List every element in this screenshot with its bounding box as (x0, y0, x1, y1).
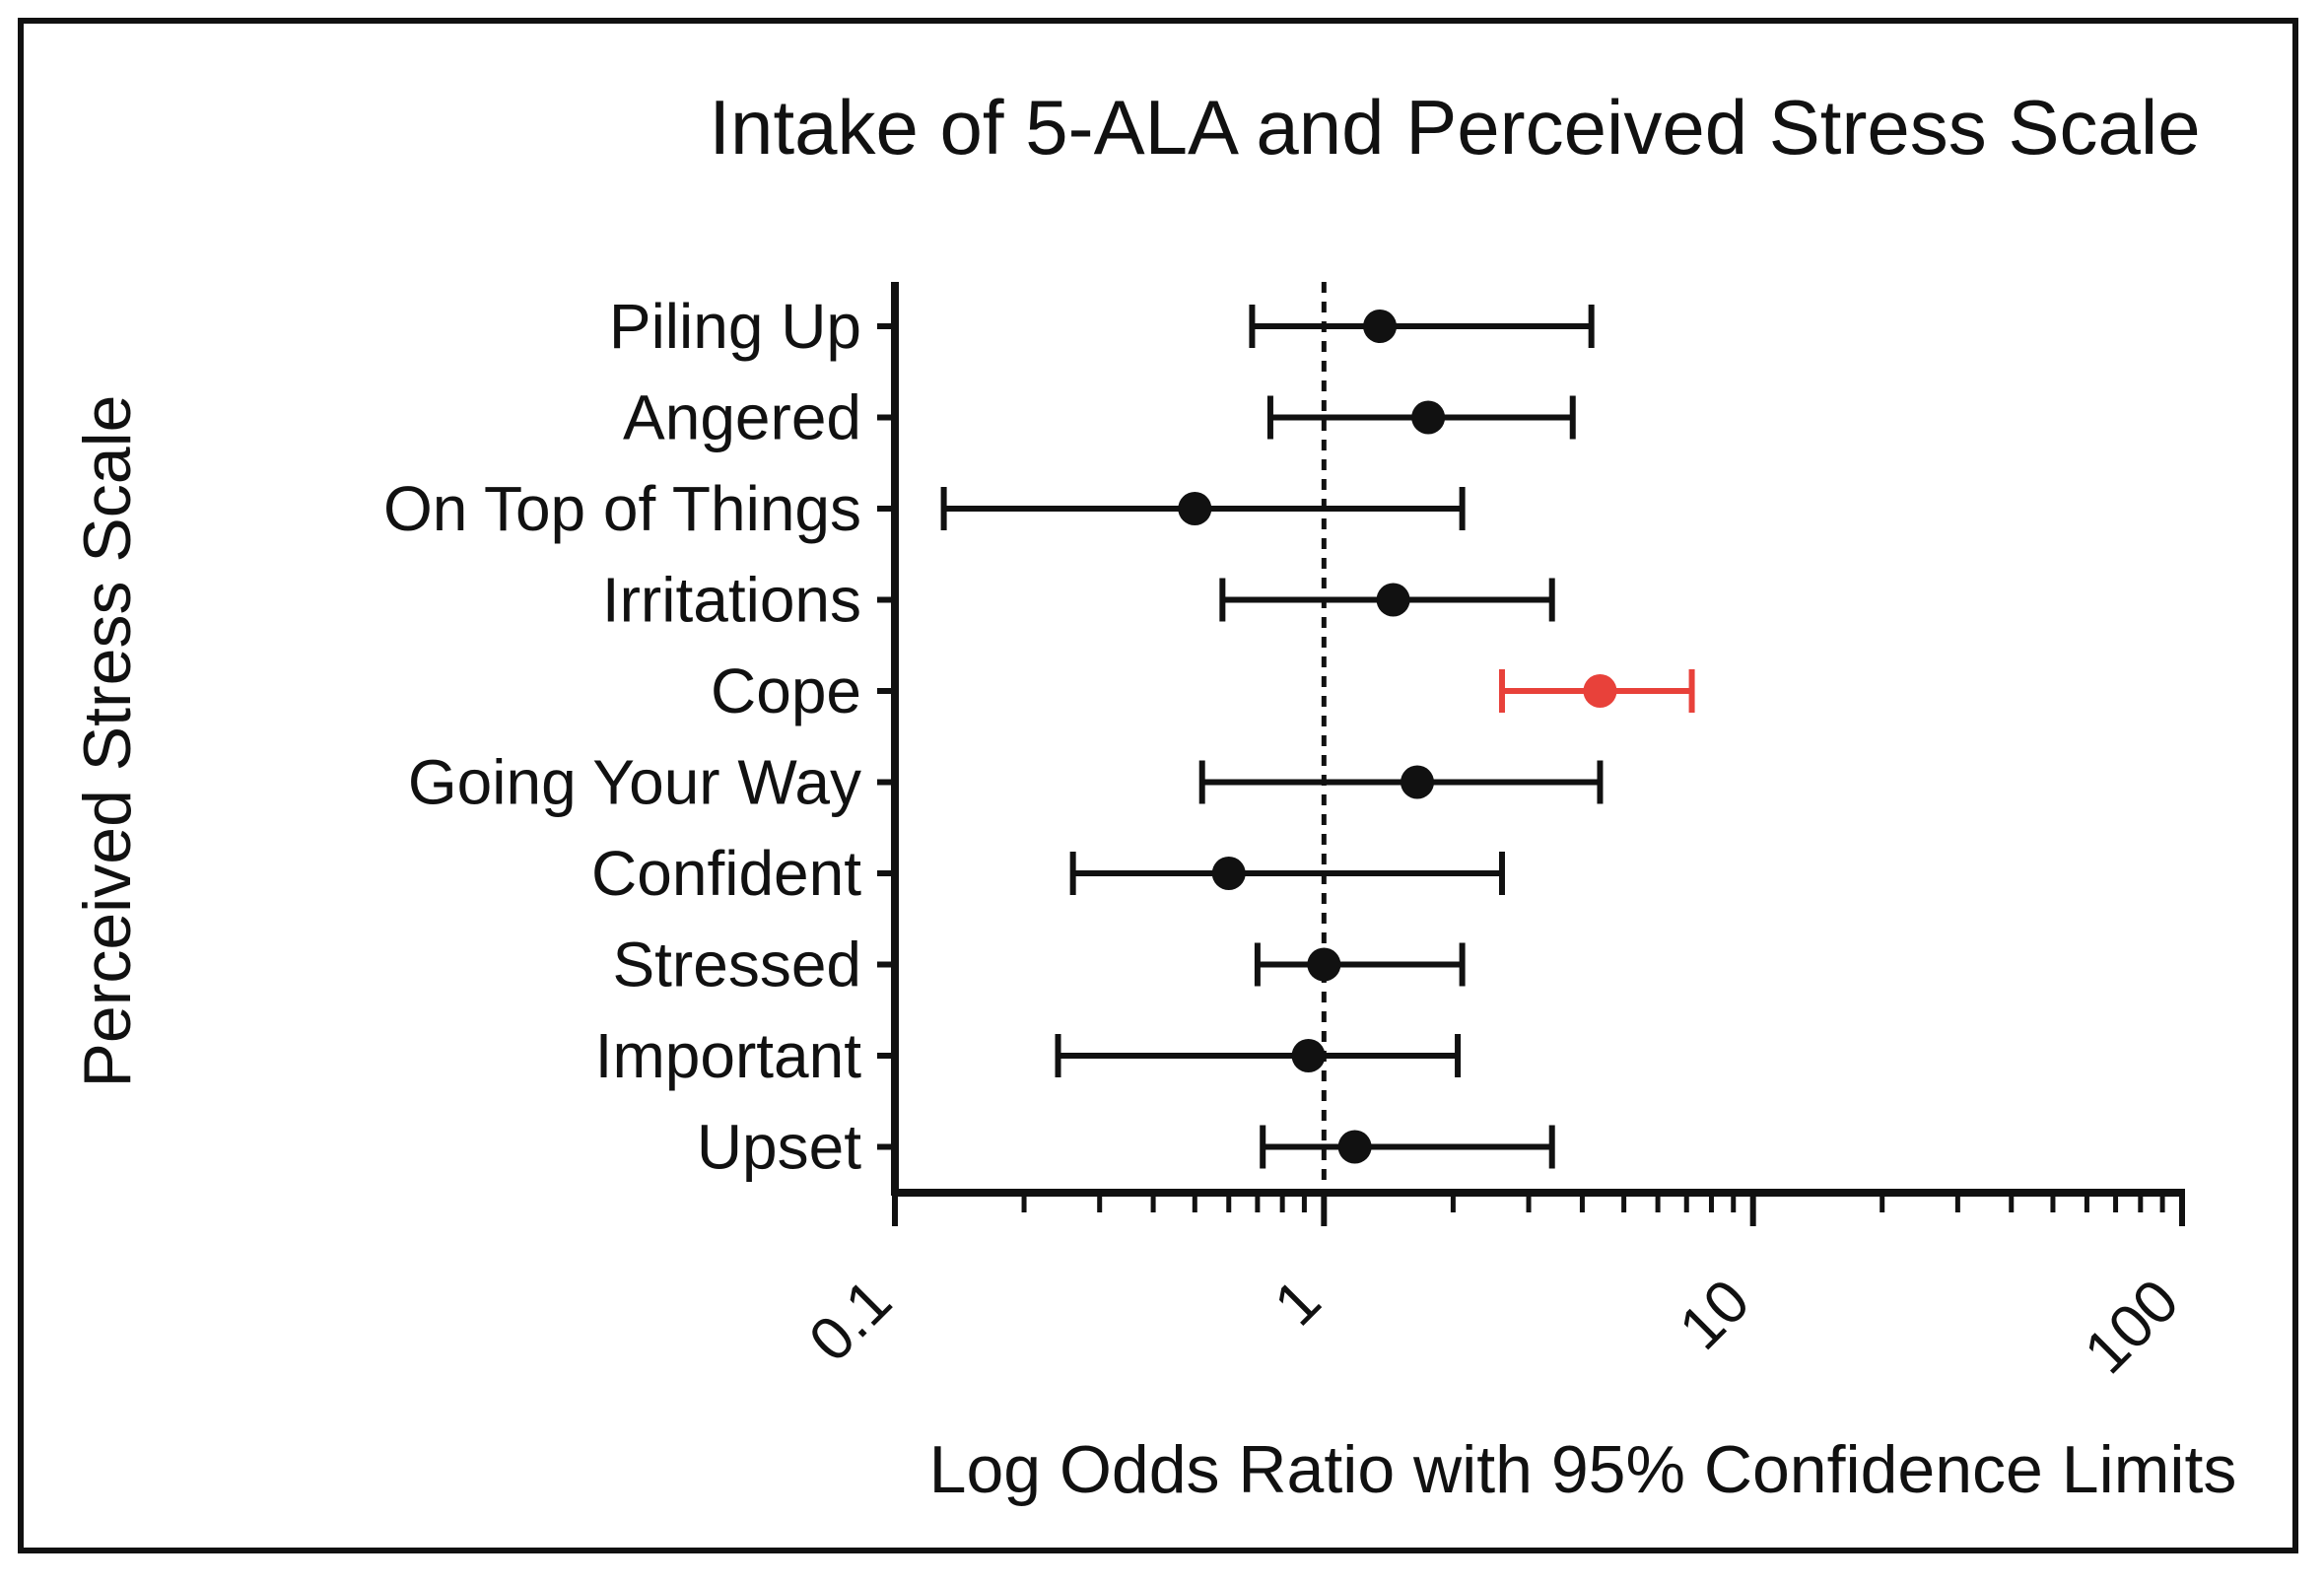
forest-row: On Top of Things (383, 473, 1466, 544)
forest-row: Stressed (612, 930, 1466, 1000)
x-tick-labels: 0.1 1 10 100 (796, 1267, 2192, 1387)
row-label: Confident (591, 838, 861, 909)
chart-frame: Intake of 5-ALA and Perceived Stress Sca… (18, 18, 2298, 1553)
x-tick-label: 100 (2072, 1267, 2192, 1387)
estimate-point (1376, 583, 1410, 617)
row-label: Piling Up (609, 291, 861, 362)
forest-row: Piling Up (609, 291, 1595, 362)
forest-row: Going Your Way (408, 747, 1604, 818)
row-label: Going Your Way (408, 747, 861, 818)
chart-title: Intake of 5-ALA and Perceived Stress Sca… (709, 84, 2200, 171)
row-label: Stressed (612, 930, 861, 1000)
x-tick-label: 10 (1667, 1267, 1763, 1363)
forest-row: Upset (697, 1112, 1555, 1183)
forest-row: Confident (591, 838, 1505, 909)
estimate-point (1363, 310, 1398, 343)
estimate-point (1337, 1130, 1372, 1164)
x-axis-label: Log Odds Ratio with 95% Confidence Limit… (929, 1432, 2237, 1507)
row-label: On Top of Things (383, 473, 861, 544)
estimate-point (1583, 674, 1617, 708)
row-label: Irritations (602, 565, 861, 636)
forest-plot: Intake of 5-ALA and Perceived Stress Sca… (70, 84, 2237, 1507)
estimate-point (1411, 400, 1446, 435)
forest-row: Angered (623, 382, 1576, 453)
forest-row: Cope (711, 655, 1695, 726)
y-axis-label: Perceived Stress Scale (70, 395, 145, 1088)
axes (891, 282, 2185, 1226)
forest-rows: Piling Up Angered On Top of Things Irritati… (383, 291, 1695, 1183)
forest-row: Irritations (602, 565, 1555, 636)
row-label: Angered (623, 382, 861, 453)
row-label: Important (595, 1020, 862, 1091)
row-label: Upset (697, 1112, 861, 1183)
estimate-point (1401, 765, 1435, 799)
estimate-point (1291, 1039, 1326, 1072)
row-label: Cope (711, 655, 861, 726)
x-tick-label: 0.1 (796, 1267, 905, 1375)
forest-row: Important (595, 1020, 1462, 1091)
estimate-point (1178, 492, 1212, 525)
estimate-point (1307, 947, 1341, 982)
x-tick-label: 1 (1262, 1267, 1333, 1339)
estimate-point (1211, 857, 1246, 890)
